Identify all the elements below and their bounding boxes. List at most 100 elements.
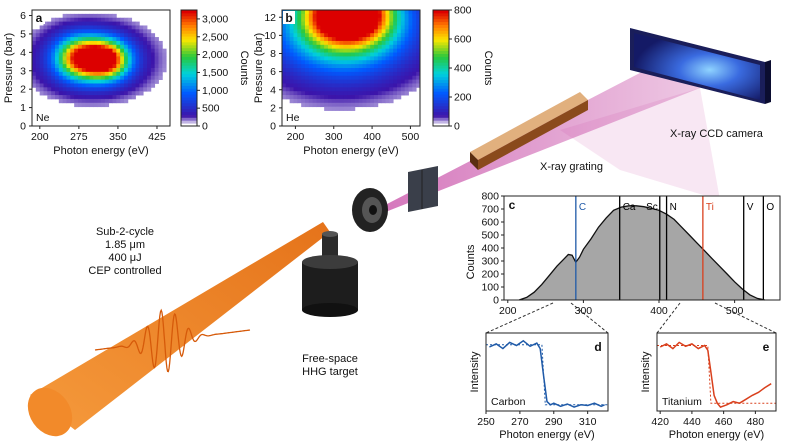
heatmap-cell <box>301 48 306 53</box>
heatmap-cell <box>374 75 379 80</box>
heatmap-cell <box>416 56 421 61</box>
heatmap-cell <box>320 44 325 50</box>
heatmap-cell <box>339 87 344 92</box>
y-tick-label: 12 <box>264 12 276 24</box>
heatmap-cell <box>58 40 64 46</box>
heatmap-cell <box>147 75 152 80</box>
colorbar-segment <box>433 56 449 60</box>
heatmap-cell <box>74 44 79 50</box>
heatmap-cell <box>397 13 402 19</box>
colorbar-segment <box>181 82 197 86</box>
heatmap-cell <box>104 25 110 30</box>
heatmap-cell <box>400 60 406 65</box>
heatmap-cell <box>289 71 294 77</box>
heatmap-cell <box>335 71 340 77</box>
heatmap-cell <box>101 56 106 61</box>
heatmap-cell <box>320 33 325 38</box>
heatmap-cell <box>358 21 363 26</box>
heatmap-cell <box>39 33 44 38</box>
heatmap-cell <box>55 37 60 42</box>
heatmap-cell <box>374 83 379 88</box>
colorbar-segment <box>181 94 197 98</box>
heatmap-cell <box>97 25 102 30</box>
heatmap-cell <box>51 29 56 34</box>
heatmap-cell <box>131 91 136 96</box>
heatmap-cell <box>389 64 394 69</box>
heatmap-cell <box>347 37 352 42</box>
heatmap-cell <box>404 79 409 84</box>
heatmap-cell <box>70 68 75 73</box>
heatmap-cell <box>297 13 302 19</box>
heatmap-cell <box>404 64 409 69</box>
heatmap-cell <box>312 95 317 100</box>
heatmap-cell <box>297 60 302 65</box>
heatmap-cell <box>93 95 98 100</box>
heatmap-cell <box>408 48 413 53</box>
heatmap-cell <box>147 60 152 65</box>
heatmap-cell <box>297 56 302 61</box>
heatmap-cell <box>124 40 129 46</box>
heatmap-cell <box>377 98 383 104</box>
heatmap-cell <box>308 52 314 57</box>
heatmap-cell <box>131 79 136 84</box>
heatmap-cell <box>89 40 94 46</box>
heatmap-cell <box>339 52 344 57</box>
heatmap-cell <box>316 87 321 92</box>
heatmap-cell <box>93 87 98 92</box>
heatmap-cell <box>143 79 148 84</box>
colorbar-tick-label: 800 <box>454 5 472 17</box>
heatmap-cell <box>135 79 140 84</box>
heatmap-cell <box>131 87 136 92</box>
heatmap-cell <box>297 33 302 38</box>
heatmap-cell <box>408 13 413 19</box>
colorbar-segment <box>433 18 449 23</box>
heatmap-cell <box>135 83 140 88</box>
heatmap-cell <box>93 60 98 65</box>
corner-label: He <box>286 112 300 124</box>
heatmap-cell <box>374 25 379 30</box>
heatmap-cell <box>297 29 302 34</box>
heatmap-cell <box>347 17 352 22</box>
heatmap-cell <box>143 71 148 77</box>
heatmap-cell <box>381 13 386 19</box>
colorbar-segment <box>433 12 449 17</box>
heatmap-cell <box>374 10 379 15</box>
x-tick-label: 200 <box>31 131 49 143</box>
heatmap-cell <box>127 71 133 77</box>
heatmap-cell <box>324 75 329 80</box>
heatmap-cell <box>120 44 125 50</box>
heatmap-cell <box>70 48 75 53</box>
heatmap-cell <box>416 75 421 80</box>
heatmap-cell <box>308 87 314 92</box>
heatmap-cell <box>62 17 67 22</box>
colorbar-tick-label: 3,000 <box>202 13 228 25</box>
heatmap-cell <box>301 10 306 15</box>
heatmap-cell <box>150 83 156 88</box>
heatmap-cell <box>416 60 421 65</box>
heatmap-cell <box>385 68 390 73</box>
heatmap-cell <box>347 21 352 26</box>
heatmap-cell <box>320 83 325 88</box>
heatmap-cell <box>282 75 287 80</box>
heatmap-cell <box>120 83 125 88</box>
heatmap-cell <box>308 48 314 53</box>
heatmap-cell <box>112 29 117 34</box>
heatmap-cell <box>412 10 417 15</box>
heatmap-cell <box>358 98 363 104</box>
colorbar-segment <box>181 15 197 20</box>
heatmap-cell <box>139 91 144 96</box>
heatmap-cell <box>58 37 64 42</box>
heatmap-cell <box>328 83 333 88</box>
heatmap-cell <box>104 75 110 80</box>
heatmap-cell <box>35 64 41 69</box>
heatmap-cell <box>366 75 371 80</box>
heatmap-cell <box>89 91 94 96</box>
heatmap-cell <box>400 10 406 15</box>
heatmap-cell <box>381 71 386 77</box>
heatmap-cell <box>370 60 375 65</box>
heatmap-cell <box>412 44 417 50</box>
y-tick-label: 600 <box>481 217 499 229</box>
heatmap-cell <box>339 64 344 69</box>
heatmap-cell <box>120 87 125 92</box>
heatmap-cell <box>331 75 337 80</box>
